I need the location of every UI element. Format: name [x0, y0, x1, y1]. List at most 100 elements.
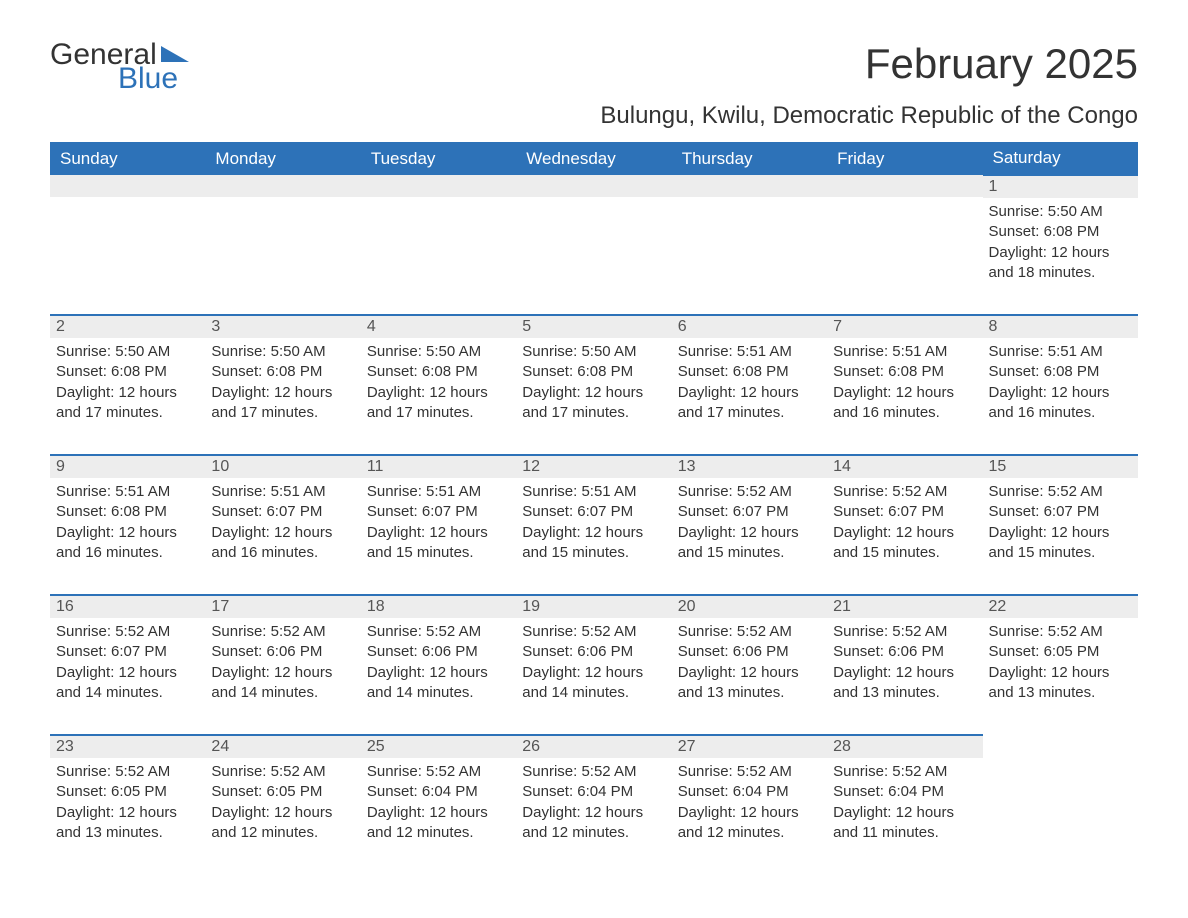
- daylight-line: Daylight: 12 hours and 14 minutes.: [211, 663, 354, 704]
- daylight-line: Daylight: 12 hours and 12 minutes.: [211, 803, 354, 844]
- daylight-line: Daylight: 12 hours and 13 minutes.: [56, 803, 199, 844]
- calendar-day-cell: 1Sunrise: 5:50 AMSunset: 6:08 PMDaylight…: [983, 175, 1138, 315]
- calendar-day-cell: 22Sunrise: 5:52 AMSunset: 6:05 PMDayligh…: [983, 595, 1138, 735]
- calendar-day-cell: 7Sunrise: 5:51 AMSunset: 6:08 PMDaylight…: [827, 315, 982, 455]
- sunrise-line: Sunrise: 5:52 AM: [522, 622, 665, 642]
- day-number: 18: [361, 596, 516, 618]
- day-details: Sunrise: 5:51 AMSunset: 6:08 PMDaylight:…: [827, 338, 982, 427]
- day-details: Sunrise: 5:51 AMSunset: 6:08 PMDaylight:…: [50, 478, 205, 567]
- day-number: 2: [50, 316, 205, 338]
- daylight-line: Daylight: 12 hours and 14 minutes.: [56, 663, 199, 704]
- day-details: Sunrise: 5:51 AMSunset: 6:08 PMDaylight:…: [672, 338, 827, 427]
- weekday-header: Friday: [827, 142, 982, 175]
- calendar-day-cell: 19Sunrise: 5:52 AMSunset: 6:06 PMDayligh…: [516, 595, 671, 735]
- day-details: Sunrise: 5:52 AMSunset: 6:05 PMDaylight:…: [205, 758, 360, 847]
- calendar-day-cell: 15Sunrise: 5:52 AMSunset: 6:07 PMDayligh…: [983, 455, 1138, 595]
- sunset-line: Sunset: 6:07 PM: [522, 502, 665, 522]
- day-number: 1: [983, 176, 1138, 198]
- sunrise-line: Sunrise: 5:51 AM: [678, 342, 821, 362]
- day-number: 7: [827, 316, 982, 338]
- sunrise-line: Sunrise: 5:52 AM: [833, 482, 976, 502]
- day-number: 25: [361, 736, 516, 758]
- daylight-line: Daylight: 12 hours and 17 minutes.: [56, 383, 199, 424]
- day-number: 3: [205, 316, 360, 338]
- day-details: Sunrise: 5:52 AMSunset: 6:05 PMDaylight:…: [50, 758, 205, 847]
- day-number: 23: [50, 736, 205, 758]
- sunset-line: Sunset: 6:06 PM: [522, 642, 665, 662]
- sunset-line: Sunset: 6:08 PM: [833, 362, 976, 382]
- calendar-day-cell: 21Sunrise: 5:52 AMSunset: 6:06 PMDayligh…: [827, 595, 982, 735]
- day-number: 20: [672, 596, 827, 618]
- sunrise-line: Sunrise: 5:52 AM: [678, 482, 821, 502]
- sunset-line: Sunset: 6:07 PM: [678, 502, 821, 522]
- day-details: Sunrise: 5:52 AMSunset: 6:06 PMDaylight:…: [516, 618, 671, 707]
- sunrise-line: Sunrise: 5:52 AM: [56, 762, 199, 782]
- daylight-line: Daylight: 12 hours and 18 minutes.: [989, 243, 1132, 284]
- sunrise-line: Sunrise: 5:51 AM: [211, 482, 354, 502]
- calendar-week-row: 16Sunrise: 5:52 AMSunset: 6:07 PMDayligh…: [50, 595, 1138, 735]
- sunset-line: Sunset: 6:07 PM: [56, 642, 199, 662]
- daylight-line: Daylight: 12 hours and 14 minutes.: [367, 663, 510, 704]
- weekday-header: Monday: [205, 142, 360, 175]
- sunset-line: Sunset: 6:08 PM: [367, 362, 510, 382]
- daylight-line: Daylight: 12 hours and 13 minutes.: [678, 663, 821, 704]
- sunrise-line: Sunrise: 5:50 AM: [56, 342, 199, 362]
- daylight-line: Daylight: 12 hours and 17 minutes.: [367, 383, 510, 424]
- sunrise-line: Sunrise: 5:52 AM: [211, 622, 354, 642]
- calendar-table: SundayMondayTuesdayWednesdayThursdayFrid…: [50, 142, 1138, 875]
- calendar-day-cell: 13 Sunrise: 5:52 AMSunset: 6:07 PMDayligh…: [672, 455, 827, 595]
- day-details: Sunrise: 5:52 AMSunset: 6:04 PMDaylight:…: [672, 758, 827, 847]
- daylight-line: Daylight: 12 hours and 13 minutes.: [989, 663, 1132, 704]
- day-number: 8: [983, 316, 1138, 338]
- daylight-line: Daylight: 12 hours and 12 minutes.: [522, 803, 665, 844]
- sunset-line: Sunset: 6:05 PM: [211, 782, 354, 802]
- calendar-day-cell: 12Sunrise: 5:51 AMSunset: 6:07 PMDayligh…: [516, 455, 671, 595]
- daylight-line: Daylight: 12 hours and 17 minutes.: [211, 383, 354, 424]
- empty-day-header: [361, 175, 516, 197]
- daylight-line: Daylight: 12 hours and 16 minutes.: [211, 523, 354, 564]
- calendar-day-cell: 26Sunrise: 5:52 AMSunset: 6:04 PMDayligh…: [516, 735, 671, 875]
- header: General Blue February 2025: [50, 40, 1138, 94]
- daylight-line: Daylight: 12 hours and 15 minutes.: [367, 523, 510, 564]
- sunrise-line: Sunrise: 5:52 AM: [833, 622, 976, 642]
- day-details: Sunrise: 5:52 AMSunset: 6:04 PMDaylight:…: [361, 758, 516, 847]
- day-details: Sunrise: 5:52 AMSunset: 6:07 PMDaylight:…: [827, 478, 982, 567]
- logo: General Blue: [50, 40, 189, 94]
- sunset-line: Sunset: 6:08 PM: [678, 362, 821, 382]
- calendar-empty-cell: [983, 735, 1138, 875]
- calendar-day-cell: 20Sunrise: 5:52 AMSunset: 6:06 PMDayligh…: [672, 595, 827, 735]
- sunset-line: Sunset: 6:04 PM: [522, 782, 665, 802]
- daylight-line: Daylight: 12 hours and 16 minutes.: [56, 523, 199, 564]
- calendar-week-row: 9Sunrise: 5:51 AMSunset: 6:08 PMDaylight…: [50, 455, 1138, 595]
- day-details: Sunrise: 5:52 AMSunset: 6:06 PMDaylight:…: [827, 618, 982, 707]
- sunrise-line: Sunrise: 5:51 AM: [989, 342, 1132, 362]
- sunset-line: Sunset: 6:08 PM: [989, 362, 1132, 382]
- sunset-line: Sunset: 6:07 PM: [367, 502, 510, 522]
- weekday-header: Wednesday: [516, 142, 671, 175]
- sunrise-line: Sunrise: 5:52 AM: [367, 762, 510, 782]
- day-number: 4: [361, 316, 516, 338]
- sunset-line: Sunset: 6:07 PM: [833, 502, 976, 522]
- sunset-line: Sunset: 6:04 PM: [833, 782, 976, 802]
- day-number: 26: [516, 736, 671, 758]
- sunrise-line: Sunrise: 5:52 AM: [56, 622, 199, 642]
- empty-day-header: [50, 175, 205, 197]
- calendar-week-row: 1Sunrise: 5:50 AMSunset: 6:08 PMDaylight…: [50, 175, 1138, 315]
- day-number: 13: [672, 456, 827, 478]
- daylight-line: Daylight: 12 hours and 15 minutes.: [833, 523, 976, 564]
- day-number: 16: [50, 596, 205, 618]
- sunset-line: Sunset: 6:08 PM: [989, 222, 1132, 242]
- daylight-line: Daylight: 12 hours and 11 minutes.: [833, 803, 976, 844]
- weekday-header: Thursday: [672, 142, 827, 175]
- weekday-header: Saturday: [983, 142, 1138, 175]
- daylight-line: Daylight: 12 hours and 15 minutes.: [678, 523, 821, 564]
- day-details: Sunrise: 5:51 AMSunset: 6:07 PMDaylight:…: [205, 478, 360, 567]
- calendar-day-cell: 9Sunrise: 5:51 AMSunset: 6:08 PMDaylight…: [50, 455, 205, 595]
- daylight-line: Daylight: 12 hours and 12 minutes.: [678, 803, 821, 844]
- sunset-line: Sunset: 6:08 PM: [56, 502, 199, 522]
- sunrise-line: Sunrise: 5:52 AM: [989, 482, 1132, 502]
- day-details: Sunrise: 5:52 AMSunset: 6:04 PMDaylight:…: [516, 758, 671, 847]
- daylight-line: Daylight: 12 hours and 16 minutes.: [833, 383, 976, 424]
- calendar-day-cell: 25Sunrise: 5:52 AMSunset: 6:04 PMDayligh…: [361, 735, 516, 875]
- calendar-day-cell: 16 Sunrise: 5:52 AMSunset: 6:07 PMDayligh…: [50, 595, 205, 735]
